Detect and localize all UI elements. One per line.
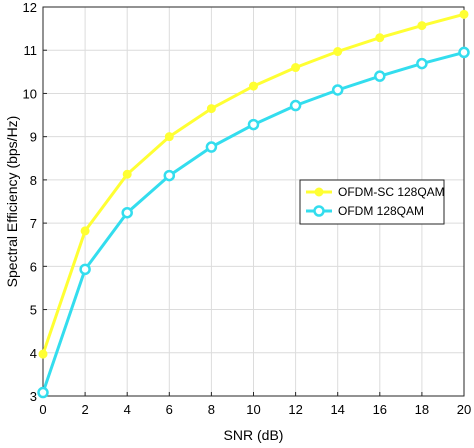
data-point [121,206,133,219]
y-axis-title: Spectral Efficiency (bps/Hz) [4,116,20,288]
data-point [331,84,344,96]
legend-label: OFDM 128QAM [338,204,424,218]
x-tick-label: 8 [208,402,215,417]
y-tick-label: 9 [30,130,37,145]
data-point [458,46,470,59]
series-layer [37,9,470,399]
data-point [416,57,428,70]
legend-box [299,179,445,225]
y-tick-label: 12 [23,0,37,15]
data-point [205,141,218,153]
data-point [289,99,302,112]
y-tick-label: 8 [30,173,37,188]
data-point [459,9,469,19]
data-point [38,349,48,359]
data-point [164,132,174,142]
y-tick-label: 10 [23,86,37,101]
data-point [79,263,91,276]
x-tick-label: 18 [415,402,429,417]
x-tick-label: 16 [373,402,387,417]
y-tick-label: 5 [30,303,37,318]
y-tick-label: 11 [24,43,38,58]
x-tick-label: 0 [39,402,46,417]
y-tick-label: 3 [30,389,37,404]
data-point [37,386,49,399]
data-point [80,226,90,236]
x-tick-label: 6 [166,402,173,417]
data-point [374,70,386,82]
data-point [417,21,427,31]
data-point [247,118,260,131]
x-tick-label: 14 [330,402,344,417]
data-point [333,47,343,57]
x-tick-label: 4 [124,402,131,417]
data-point [375,33,385,43]
legend-swatch-marker [313,205,325,217]
legend-label: OFDM-SC 128QAM [338,185,445,199]
y-tick-label: 7 [30,216,37,231]
y-tick-label: 4 [30,346,37,361]
x-tick-label: 10 [246,402,260,417]
x-tick-label: 2 [81,402,88,417]
data-point [206,104,216,114]
x-tick-label: 20 [457,402,471,417]
y-tick-label: 6 [30,259,37,274]
data-point [291,63,301,73]
series-0 [38,9,469,359]
legend-swatch-marker [314,187,324,197]
data-point [249,81,258,91]
x-axis-title: SNR (dB) [224,427,284,443]
data-point [122,169,132,179]
legend: OFDM-SC 128QAM OFDM 128QAM [299,179,445,225]
x-tick-label: 12 [288,402,302,417]
series-1 [37,46,470,399]
data-point [163,169,176,182]
